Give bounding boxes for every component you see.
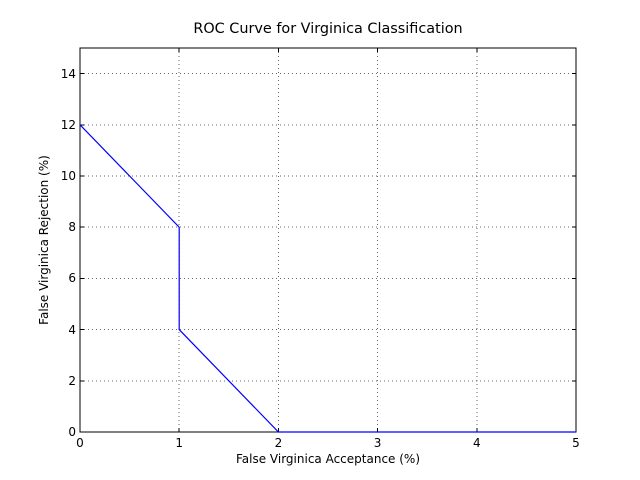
x-tick-label: 1 [175, 436, 184, 450]
x-tick-label: 3 [373, 436, 382, 450]
x-tick-label: 4 [472, 436, 481, 450]
y-tick-label: 14 [60, 66, 76, 81]
y-tick-label: 2 [68, 373, 76, 388]
x-tick-label: 0 [76, 436, 84, 450]
y-tick-label: 4 [68, 322, 76, 337]
tick-marks [79, 48, 577, 433]
y-axis-label: False Virginica Rejection (%) [37, 155, 51, 325]
gridlines [80, 48, 576, 432]
y-tick-label: 0 [68, 425, 76, 439]
y-tick-label: 8 [68, 220, 76, 235]
roc-curve-line [79, 124, 576, 433]
y-tick-label: 6 [68, 271, 76, 286]
y-tick-label: 10 [60, 169, 76, 183]
plot-border [79, 47, 577, 433]
y-tick-label: 12 [60, 117, 76, 132]
x-tick-label: 5 [572, 436, 580, 450]
x-axis-label: False Virginica Acceptance (%) [235, 452, 420, 466]
x-tick-label: 2 [274, 436, 283, 450]
chart-title: ROC Curve for Virginica Classification [193, 21, 463, 37]
